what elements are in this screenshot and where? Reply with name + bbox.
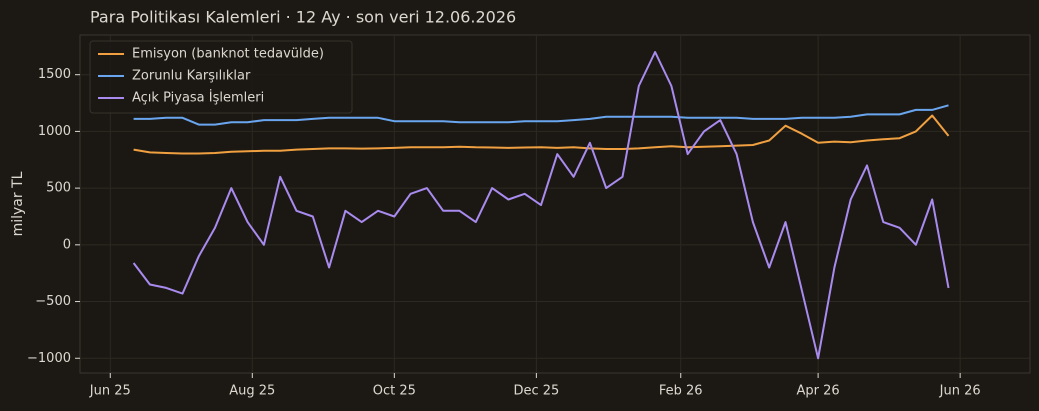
legend-box [89,40,353,114]
y-tick-label: −500 [35,294,71,309]
series-line [133,104,949,126]
legend-label: Zorunlu Karşılıklar [132,69,251,84]
series-line [132,51,950,360]
y-tick-label: 500 [46,181,71,196]
y-tick-label: −1000 [27,351,71,366]
x-tick-label: Jun 26 [939,384,981,399]
y-tick-label: 1500 [38,67,71,82]
legend-label: Açık Piyasa İşlemleri [132,90,264,106]
legend-label: Emisyon (banknot tedavülde) [132,47,324,62]
x-tick-label: Oct 25 [373,384,416,399]
x-tick-label: Dec 25 [513,384,559,399]
series-line [133,114,950,155]
x-tick-label: Feb 26 [659,384,703,399]
y-tick-label: 0 [63,237,71,252]
x-tick-label: Apr 26 [797,384,840,399]
chart-title: Para Politikası Kalemleri · 12 Ay · son … [90,8,516,27]
x-tick-label: Aug 25 [229,384,275,399]
x-tick-label: Jun 25 [89,384,131,399]
y-axis-label: milyar TL [10,171,26,236]
y-tick-label: 1000 [38,124,71,139]
